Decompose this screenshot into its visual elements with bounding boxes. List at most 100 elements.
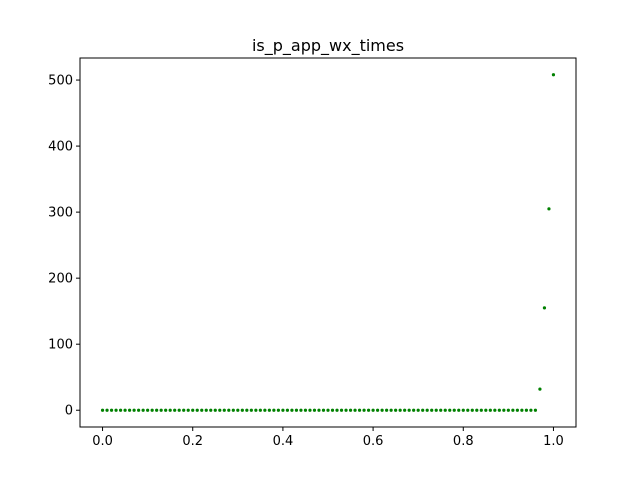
data-point <box>150 408 154 412</box>
data-point <box>281 408 285 412</box>
data-point <box>227 408 231 412</box>
data-point <box>348 408 353 412</box>
data-point <box>416 408 420 412</box>
data-point <box>249 408 253 412</box>
data-point <box>173 408 177 412</box>
data-point <box>457 408 461 412</box>
plot-area-frame <box>79 57 577 428</box>
data-point <box>213 408 217 412</box>
y-tick-label: 200 <box>48 272 73 287</box>
data-point <box>448 408 452 412</box>
data-point <box>317 408 321 412</box>
data-point <box>276 408 280 412</box>
data-point <box>484 408 488 412</box>
data-point <box>362 408 366 412</box>
data-point <box>222 408 226 412</box>
data-point <box>308 408 312 412</box>
data-point <box>191 408 195 412</box>
y-axis: 0 100 200 300 400 500 <box>48 74 80 419</box>
data-point <box>105 408 109 412</box>
data-point <box>394 408 398 412</box>
data-point <box>186 408 190 412</box>
data-point <box>547 207 551 211</box>
data-point <box>511 408 515 412</box>
data-point <box>168 408 172 412</box>
y-tick-label: 0 <box>65 404 73 419</box>
data-point <box>132 408 136 412</box>
x-tick-label: 0.0 <box>92 434 113 449</box>
data-point <box>524 408 529 412</box>
data-point <box>538 387 542 391</box>
data-point <box>335 408 339 412</box>
data-point <box>272 408 276 412</box>
data-point <box>123 408 127 412</box>
data-point <box>515 408 519 412</box>
data-point <box>488 408 492 412</box>
data-point <box>303 408 308 412</box>
data-point <box>330 408 335 412</box>
data-point <box>533 408 538 412</box>
data-point <box>155 408 159 412</box>
data-point <box>493 408 497 412</box>
data-point <box>245 408 249 412</box>
data-point <box>321 408 326 412</box>
x-tick-label: 0.6 <box>363 434 384 449</box>
data-point <box>164 408 168 412</box>
data-point <box>236 408 240 412</box>
data-points <box>100 73 556 412</box>
y-tick-label: 100 <box>48 338 73 353</box>
data-point <box>366 408 371 412</box>
data-point <box>344 408 348 412</box>
data-point <box>204 408 208 412</box>
data-point <box>466 408 470 412</box>
data-point <box>398 408 402 412</box>
data-point <box>425 408 429 412</box>
data-point <box>376 408 380 412</box>
data-point <box>218 408 222 412</box>
data-point <box>294 408 299 412</box>
data-point <box>430 408 434 412</box>
data-point <box>209 408 213 412</box>
data-point <box>231 408 235 412</box>
data-point <box>177 408 181 412</box>
data-point <box>529 408 533 412</box>
y-tick-label: 400 <box>48 140 73 155</box>
data-point <box>371 408 375 412</box>
data-point <box>434 408 438 412</box>
x-tick-label: 1.0 <box>543 434 564 449</box>
data-point <box>182 408 186 412</box>
data-point <box>254 408 258 412</box>
data-point <box>141 408 145 412</box>
data-point <box>200 408 204 412</box>
data-point <box>506 408 510 412</box>
data-point <box>312 408 317 412</box>
x-tick-label: 0.8 <box>453 434 474 449</box>
y-tick-label: 500 <box>48 74 73 89</box>
data-point <box>479 408 483 412</box>
data-point <box>263 408 267 412</box>
data-point <box>385 408 389 412</box>
data-point <box>339 408 344 412</box>
data-point <box>357 408 362 412</box>
data-point <box>421 408 425 412</box>
data-point <box>285 408 290 412</box>
data-point <box>240 408 244 412</box>
data-point <box>146 408 150 412</box>
data-point <box>542 306 547 310</box>
data-point <box>389 408 393 412</box>
data-point <box>137 408 141 412</box>
data-point <box>290 408 294 412</box>
data-point <box>403 408 407 412</box>
data-point <box>412 408 416 412</box>
x-tick-label: 0.2 <box>182 434 203 449</box>
data-point <box>299 408 303 412</box>
data-point <box>353 408 357 412</box>
x-axis: 0.0 0.2 0.4 0.6 0.8 1.0 <box>92 427 564 449</box>
data-point <box>461 408 465 412</box>
data-point <box>258 408 262 412</box>
data-point <box>195 408 199 412</box>
data-point <box>109 408 114 412</box>
data-point <box>114 408 118 412</box>
data-point <box>551 73 556 77</box>
